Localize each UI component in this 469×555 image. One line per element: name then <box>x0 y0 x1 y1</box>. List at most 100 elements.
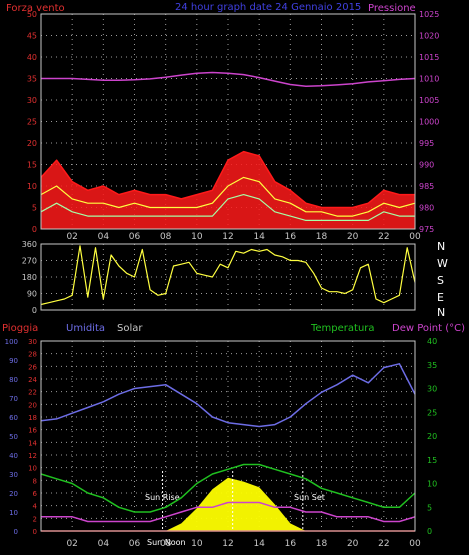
wind-y-tick-30: 30 <box>27 96 37 105</box>
wind-x-tick-12: 12 <box>222 232 233 242</box>
wind-speed-line <box>40 194 415 221</box>
wind-x-tick-06: 06 <box>129 232 141 242</box>
rain-y-tick-4: 4 <box>33 503 38 511</box>
pressure-y-tick-980: 980 <box>419 204 434 213</box>
weather-x-tick-20: 20 <box>347 539 359 549</box>
direction-panel-frame <box>40 243 416 311</box>
wind-x-tick-02: 02 <box>66 232 77 242</box>
rain-y-tick-24: 24 <box>28 376 37 384</box>
humidity-y-tick-50: 50 <box>9 433 18 441</box>
wind-y-tick-20: 20 <box>27 139 37 148</box>
pressure-y-tick-1010: 1010 <box>419 75 439 84</box>
rain-y-tick-14: 14 <box>28 439 37 447</box>
solar-area <box>41 477 415 531</box>
weather-x-tick-02: 02 <box>66 539 77 549</box>
rain-y-tick-22: 22 <box>28 389 37 397</box>
temperature-axis-title: Temperatura <box>310 323 375 334</box>
wind-x-tick-14: 14 <box>253 232 265 242</box>
wind-direction-line <box>40 245 416 306</box>
sun-rise-label: Sun Rise <box>145 493 180 502</box>
wind-y-tick-25: 25 <box>27 118 37 127</box>
temperature-line <box>40 463 416 513</box>
humidity-y-tick-0: 0 <box>14 528 18 536</box>
wind-x-tick-20: 20 <box>347 232 359 242</box>
direction-y-tick-90: 90 <box>27 290 37 299</box>
wind-y-tick-40: 40 <box>27 53 37 62</box>
wind-gust-line <box>40 150 415 209</box>
wind-panel-frame <box>40 13 416 230</box>
rain-y-tick-0: 0 <box>33 528 37 536</box>
pressure-y-tick-995: 995 <box>419 139 434 148</box>
compass-label-n-top: N <box>437 240 445 253</box>
weather-x-tick-14: 14 <box>253 539 265 549</box>
sun-set-label: Sun Set <box>294 493 325 502</box>
wind-x-tick-08: 08 <box>160 232 172 242</box>
header-right-label: Pressione <box>368 3 416 14</box>
humidity-line <box>40 363 416 428</box>
direction-y-tick-0: 0 <box>32 306 37 315</box>
weather-x-tick-06: 06 <box>129 539 141 549</box>
rain-y-tick-10: 10 <box>28 465 37 473</box>
wind-y-tick-0: 0 <box>32 225 37 234</box>
rain-y-tick-26: 26 <box>28 363 37 371</box>
temperature-y-tick-40: 40 <box>427 337 437 346</box>
wind-x-tick-22: 22 <box>378 232 389 242</box>
wind-x-tick-18: 18 <box>316 232 328 242</box>
pressure-y-tick-990: 990 <box>419 161 434 170</box>
rain-y-tick-30: 30 <box>28 338 37 346</box>
humidity-y-tick-70: 70 <box>9 395 18 403</box>
pressure-y-tick-1000: 1000 <box>419 118 439 127</box>
weather-x-tick-16: 16 <box>285 539 297 549</box>
wind-x-tick-10: 10 <box>191 232 203 242</box>
weather-x-tick-00: 00 <box>409 539 421 549</box>
wind-y-tick-15: 15 <box>27 161 37 170</box>
weather-x-tick-12: 12 <box>222 539 233 549</box>
dewpoint-line <box>41 501 416 523</box>
weather-panel-frame <box>40 340 416 532</box>
humidity-y-tick-90: 90 <box>9 357 18 365</box>
weather-x-tick-04: 04 <box>98 539 110 549</box>
weather-chart: 0102030405060708090100024681012141618202… <box>5 337 438 549</box>
temperature-y-tick-20: 20 <box>427 432 437 441</box>
wind-x-tick-16: 16 <box>285 232 297 242</box>
rain-y-tick-16: 16 <box>28 427 37 435</box>
weather-x-tick-08: 08 <box>160 539 172 549</box>
sun-noon-label: Sun Noon <box>147 538 186 547</box>
pressure-line <box>41 71 416 87</box>
temperature-y-tick-35: 35 <box>427 361 437 370</box>
wind-x-tick-04: 04 <box>98 232 110 242</box>
wind-chart: 0510152025303540455097598098599099510001… <box>27 10 440 242</box>
pressure-y-tick-1025: 1025 <box>419 10 439 19</box>
temperature-y-tick-15: 15 <box>427 456 437 465</box>
direction-y-tick-180: 180 <box>22 273 37 282</box>
humidity-y-tick-20: 20 <box>9 490 18 498</box>
wind-gust-area <box>41 151 415 229</box>
pressure-y-tick-1015: 1015 <box>419 53 439 62</box>
rain-y-tick-18: 18 <box>28 414 37 422</box>
pressure-y-tick-975: 975 <box>419 225 434 234</box>
pressure-y-tick-1005: 1005 <box>419 96 439 105</box>
temperature-y-tick-5: 5 <box>427 503 432 512</box>
rain-y-tick-28: 28 <box>28 351 37 359</box>
wind-y-tick-50: 50 <box>27 10 37 19</box>
weather-x-tick-18: 18 <box>316 539 328 549</box>
temperature-y-tick-30: 30 <box>427 385 437 394</box>
direction-y-tick-270: 270 <box>22 257 37 266</box>
humidity-y-tick-40: 40 <box>9 452 18 460</box>
weather-x-tick-10: 10 <box>191 539 203 549</box>
temperature-y-tick-10: 10 <box>427 480 437 489</box>
humidity-y-tick-10: 10 <box>9 509 18 517</box>
rain-y-tick-6: 6 <box>33 490 38 498</box>
weather-x-tick-22: 22 <box>378 539 389 549</box>
humidity-y-tick-100: 100 <box>5 338 18 346</box>
wind-y-tick-35: 35 <box>27 75 37 84</box>
wind-y-tick-10: 10 <box>27 182 37 191</box>
humidity-y-tick-30: 30 <box>9 471 18 479</box>
header-center-label: 24 hour graph date 24 Gennaio 2015 <box>175 2 361 13</box>
humidity-y-tick-60: 60 <box>9 414 18 422</box>
rain-y-tick-8: 8 <box>33 477 37 485</box>
temperature-y-tick-0: 0 <box>427 527 432 536</box>
